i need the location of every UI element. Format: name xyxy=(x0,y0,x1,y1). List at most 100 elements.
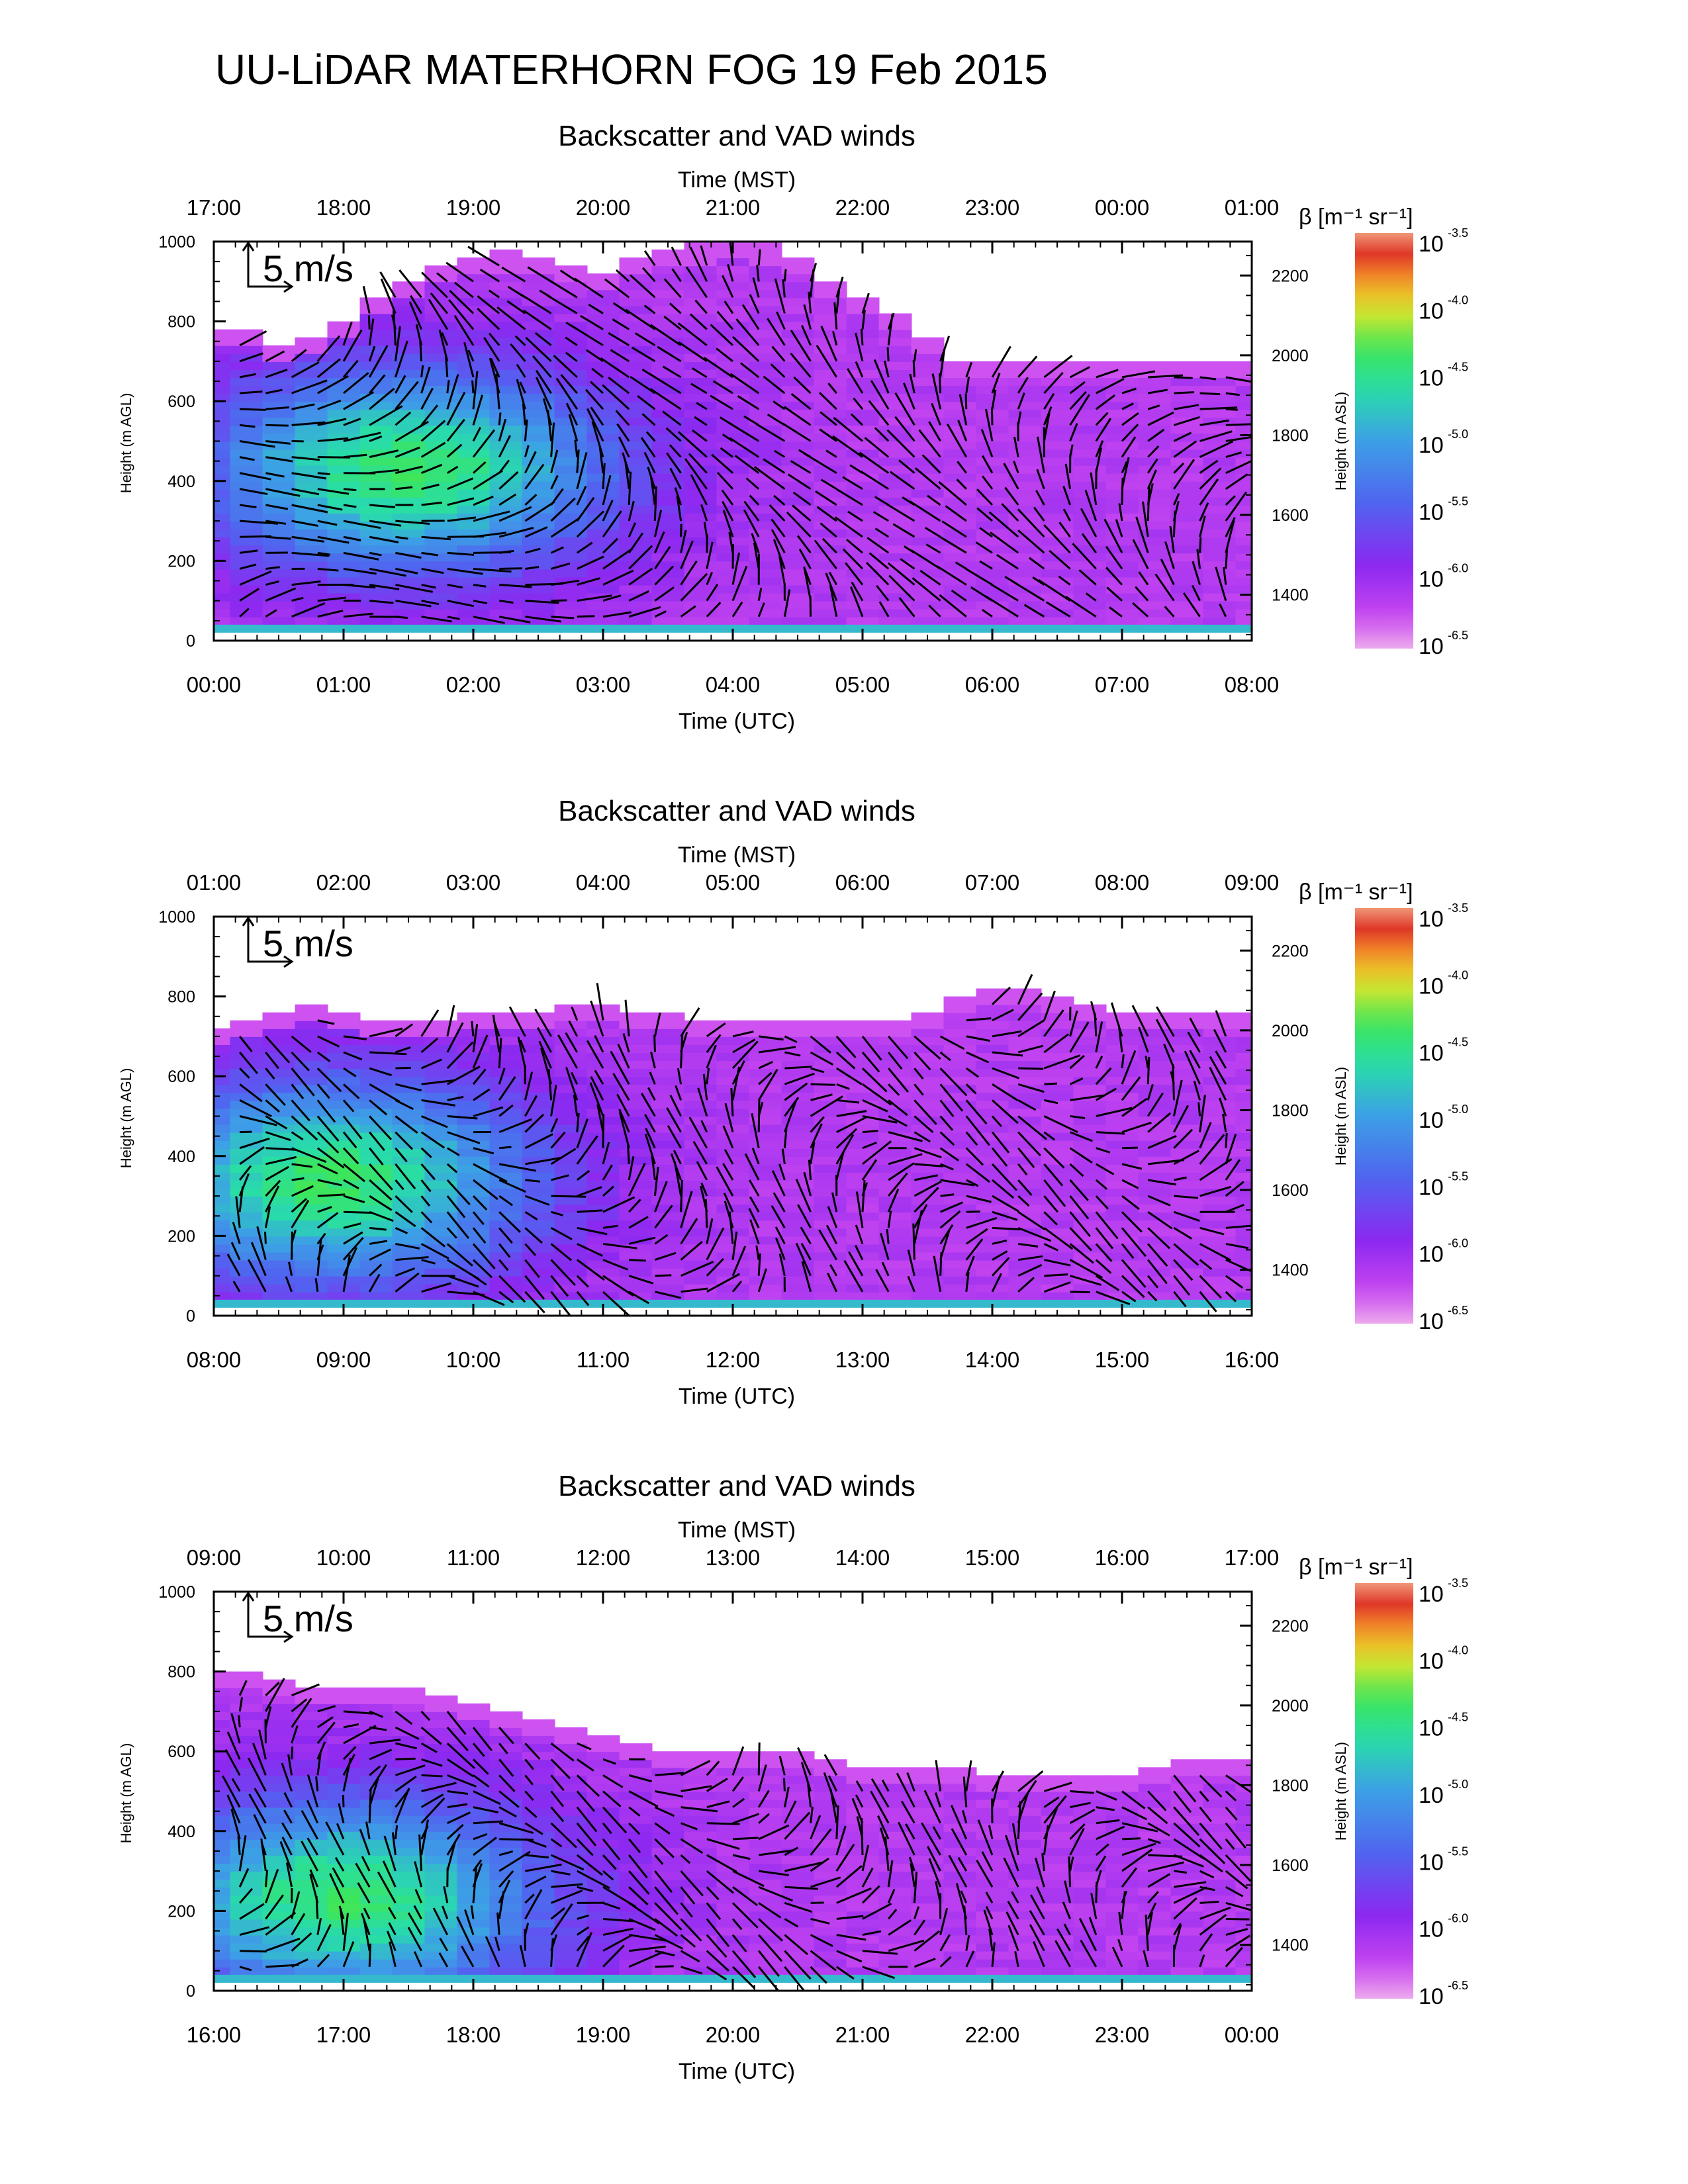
backscatter-cell xyxy=(262,1267,296,1277)
wind-vector xyxy=(317,535,350,544)
wind-vector xyxy=(640,1093,656,1117)
wind-vector xyxy=(265,587,297,602)
backscatter-cell xyxy=(878,393,912,402)
wind-vector xyxy=(317,1019,335,1025)
backscatter-cell xyxy=(749,1291,782,1300)
backscatter-cell xyxy=(586,569,620,578)
x-bottom-tick-label: 01:00 xyxy=(316,672,371,697)
wind-vector xyxy=(472,1243,496,1270)
wind-vector xyxy=(622,1033,630,1053)
backscatter-cell xyxy=(846,369,880,379)
backscatter-cell xyxy=(1105,433,1139,442)
wind-vector xyxy=(786,511,812,538)
backscatter-cell xyxy=(1008,1148,1042,1157)
wind-vector xyxy=(446,1163,458,1173)
wind-vector xyxy=(472,1211,485,1226)
backscatter-cell xyxy=(457,1942,491,1952)
backscatter-cell xyxy=(684,1100,718,1109)
wind-vector xyxy=(317,418,347,426)
backscatter-cell xyxy=(943,457,977,466)
wind-vector xyxy=(602,1242,637,1250)
backscatter-cell xyxy=(1041,569,1074,578)
backscatter-cell xyxy=(489,385,523,394)
backscatter-cell xyxy=(1073,361,1107,370)
wind-vector xyxy=(395,381,419,410)
backscatter-cell xyxy=(814,1267,847,1277)
backscatter-cell xyxy=(651,1275,685,1285)
backscatter-cell xyxy=(489,1251,523,1261)
wind-vector xyxy=(628,1291,650,1304)
wind-vector xyxy=(559,269,578,283)
backscatter-cell xyxy=(619,1839,653,1848)
backscatter-cell xyxy=(214,1204,231,1213)
backscatter-cell xyxy=(943,1004,977,1013)
backscatter-cell xyxy=(716,1846,750,1856)
wind-vector xyxy=(1109,606,1123,618)
wind-vector xyxy=(706,572,713,586)
backscatter-cell xyxy=(1138,1132,1172,1141)
backscatter-cell xyxy=(749,1823,782,1832)
backscatter-cell xyxy=(424,361,458,370)
wind-vector xyxy=(1169,525,1175,553)
wind-vector xyxy=(859,451,890,474)
backscatter-cell xyxy=(230,1679,263,1688)
wind-vector xyxy=(748,1179,760,1197)
backscatter-cell xyxy=(1105,1012,1139,1021)
backscatter-cell xyxy=(489,1068,523,1077)
wind-vector xyxy=(472,394,484,426)
backscatter-cell xyxy=(846,425,880,434)
backscatter-cell xyxy=(1235,1251,1252,1261)
backscatter-cell xyxy=(359,1163,393,1173)
backscatter-cell xyxy=(943,1259,977,1269)
backscatter-cell xyxy=(359,1950,393,1960)
backscatter-cell xyxy=(489,480,523,490)
backscatter-cell xyxy=(230,1942,263,1952)
backscatter-cell xyxy=(214,1871,231,1880)
backscatter-cell xyxy=(424,1108,458,1117)
wind-vector xyxy=(316,1051,331,1062)
backscatter-cell xyxy=(586,1148,620,1157)
colorbar-tick-base: 10 xyxy=(1419,298,1444,324)
wind-vector xyxy=(925,527,941,538)
wind-vector xyxy=(749,1196,760,1212)
backscatter-cell xyxy=(327,1767,361,1776)
wind-vector xyxy=(492,1020,500,1037)
wind-vector xyxy=(577,615,595,618)
wind-vector xyxy=(1197,1102,1201,1116)
backscatter-cell xyxy=(522,1887,555,1896)
backscatter-cell xyxy=(359,608,393,617)
wind-vector xyxy=(628,522,637,537)
backscatter-cell xyxy=(327,1807,361,1816)
backscatter-cell xyxy=(619,313,653,322)
wind-vector xyxy=(965,1163,990,1183)
wind-vector xyxy=(498,1211,521,1233)
backscatter-cell xyxy=(522,409,555,418)
backscatter-cell xyxy=(1203,608,1237,617)
wind-vector xyxy=(590,381,604,394)
backscatter-cell xyxy=(230,1687,263,1696)
wind-vector xyxy=(420,365,424,378)
wind-vector xyxy=(1095,1227,1114,1250)
backscatter-cell xyxy=(781,553,815,562)
backscatter-cell xyxy=(651,1060,685,1069)
colorbar-title: β [m⁻¹ sr⁻¹] xyxy=(1299,880,1413,905)
wind-vector xyxy=(706,1218,714,1244)
backscatter-cell xyxy=(424,1966,458,1976)
backscatter-cell xyxy=(749,1100,782,1109)
backscatter-cell xyxy=(230,537,263,546)
backscatter-cell xyxy=(214,545,231,554)
y-left-tick-label: 200 xyxy=(167,552,195,570)
backscatter-cell xyxy=(1203,1028,1237,1037)
backscatter-cell xyxy=(1138,1236,1172,1245)
wind-vector xyxy=(976,507,993,522)
backscatter-cell xyxy=(976,504,1009,514)
wind-vector xyxy=(1069,1179,1089,1201)
backscatter-cell xyxy=(878,1092,912,1101)
wind-vector xyxy=(317,1163,338,1175)
backscatter-cell xyxy=(522,1919,555,1928)
wind-vector xyxy=(239,570,272,586)
backscatter-cell xyxy=(214,1084,231,1093)
backscatter-cell xyxy=(586,425,620,434)
wind-vector xyxy=(992,1226,1021,1231)
backscatter-cell xyxy=(262,1799,296,1808)
